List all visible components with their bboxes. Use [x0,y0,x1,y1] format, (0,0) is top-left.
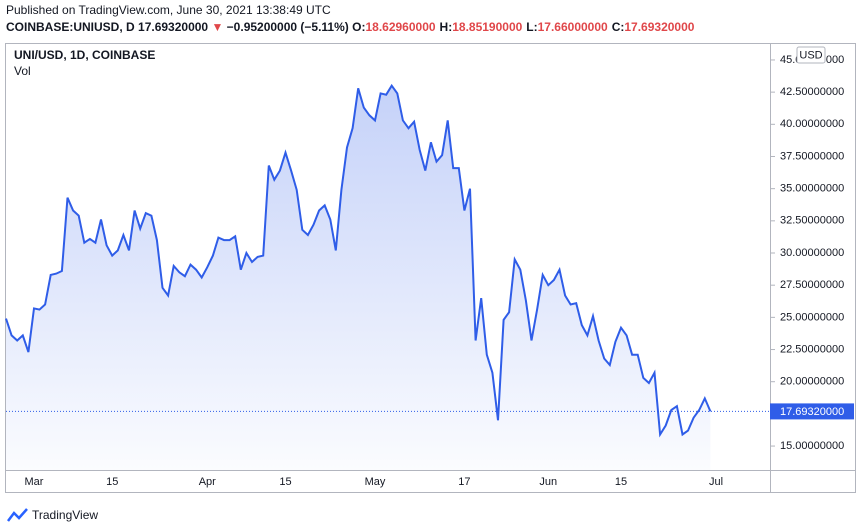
x-tick-label: Jun [539,476,557,488]
x-tick-label: Mar [24,476,43,488]
symbol: COINBASE:UNIUSD, D [6,20,135,34]
x-tick-label: Apr [199,476,216,488]
ohlc-value: 18.62960000 [365,20,436,34]
y-tick-label: 32.50000000 [780,215,844,227]
currency: USD [799,49,822,61]
x-tick-label: May [365,476,386,488]
legend-title: UNI/USD, 1D, COINBASE [14,48,155,62]
ohlc-label: O: [352,20,366,34]
last-price-box [770,403,854,420]
x-tick-label: 15 [106,476,118,488]
ohlc-label: C: [611,20,625,34]
footer: TradingView [32,508,98,522]
y-tick-label: 27.50000000 [780,279,844,291]
last-price-label: 17.69320000 [780,406,844,418]
x-tick-label: Jul [709,476,723,488]
y-tick-label: 20.00000000 [780,376,844,388]
x-tick-label: 15 [279,476,291,488]
footer-logo [7,508,28,522]
volume-label: Vol [14,64,31,78]
ohlc-value: 17.69320000 [624,20,695,34]
ohlc: O:18.62960000 H:18.85190000 L:17.66000000 C… [352,20,698,34]
last-price: 17.69320000 [138,20,209,34]
x-tick-label: 15 [615,476,627,488]
change: −0.95200000 (−5.11%) [226,20,349,34]
arrow: ▼ [211,20,224,34]
ohlc-label: H: [439,20,453,34]
published-line: Published on TradingView.com, June 30, 2… [6,3,331,17]
y-tick-label: 42.50000000 [780,86,844,98]
frame [5,43,856,493]
currency-box [796,46,826,64]
y-tick-label: 37.50000000 [780,150,844,162]
symbol-line: COINBASE:UNIUSD, D 17.69320000 ▼ −0.9520… [6,20,698,34]
y-tick-label: 40.00000000 [780,118,844,130]
ohlc-value: 18.85190000 [452,20,523,34]
ohlc-value: 17.66000000 [537,20,608,34]
y-tick-label: 30.00000000 [780,247,844,259]
ohlc-label: L: [526,20,538,34]
y-tick-label: 35.00000000 [780,183,844,195]
y-tick-label: 15.00000000 [780,440,844,452]
x-tick-label: 17 [458,476,470,488]
area [6,85,711,470]
y-tick-label: 25.00000000 [780,311,844,323]
price-line [5,83,712,438]
y-tick-label: 22.50000000 [780,343,844,355]
